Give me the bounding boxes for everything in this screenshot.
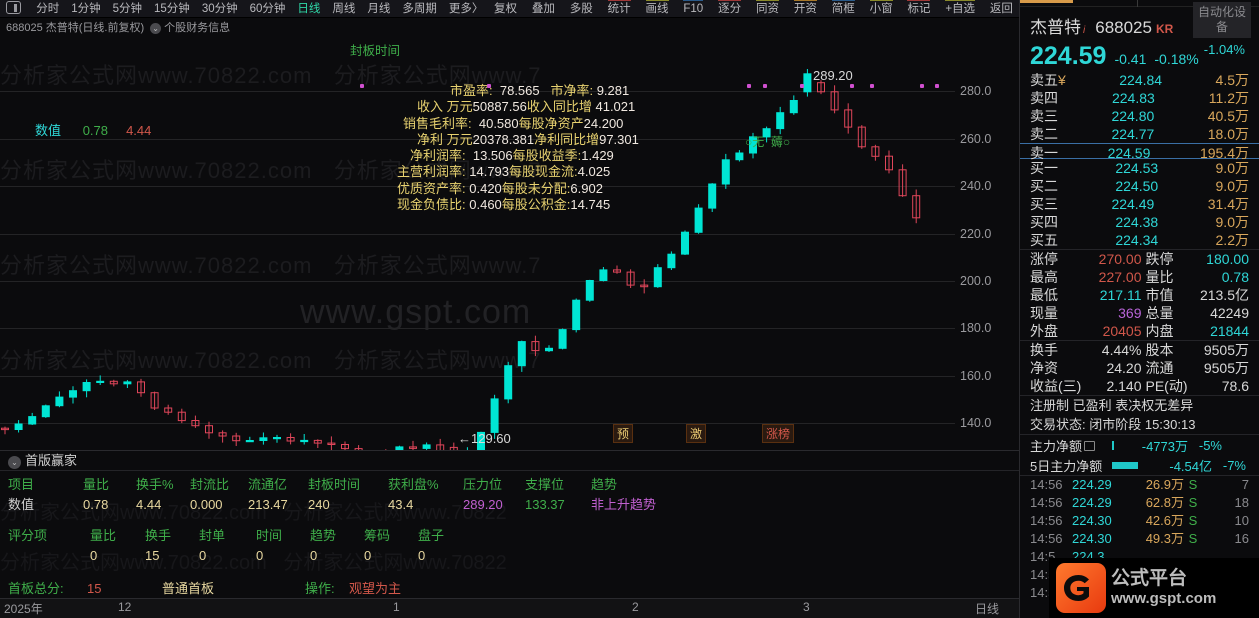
svg-text:289.20: 289.20: [813, 68, 853, 83]
svg-text:○无 薅○: ○无 薅○: [745, 135, 790, 149]
svg-text:←129.60: ←129.60: [458, 431, 511, 446]
